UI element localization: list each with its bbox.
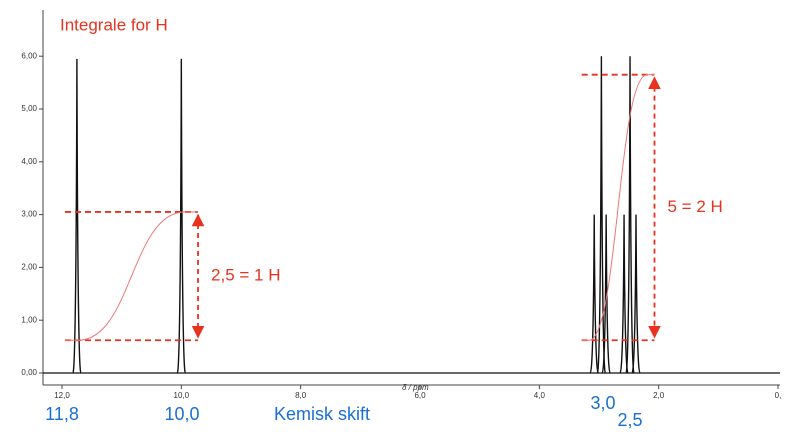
y-tick-label: 0,00: [21, 368, 37, 377]
shift-label: 3,0: [590, 393, 615, 413]
peak: [589, 214, 599, 374]
peak: [176, 58, 187, 374]
axis-caption: Kemisk skift: [274, 404, 370, 424]
integral-label: 5 = 2 H: [667, 197, 722, 216]
x-tick-label: 4,0: [534, 391, 546, 400]
y-tick-label: 5,00: [21, 104, 37, 113]
peak: [596, 56, 607, 374]
peak: [601, 214, 611, 374]
y-tick-label: 3,00: [21, 210, 37, 219]
shift-label: 10,0: [164, 404, 199, 424]
x-tick-label: 2,0: [653, 391, 665, 400]
peak: [625, 56, 635, 374]
peak: [72, 58, 82, 374]
shift-label: 11,8: [45, 404, 79, 424]
y-tick-label: 1,00: [21, 315, 37, 324]
y-tick-label: 4,00: [21, 157, 37, 166]
integral-label: 2,5 = 1 H: [211, 266, 280, 285]
integral-curve: [581, 74, 655, 341]
integral-curve: [64, 211, 199, 341]
x-tick-label: 8,0: [295, 391, 307, 400]
x-tick-label: 6,0: [414, 391, 426, 400]
y-tick-label: 2,00: [21, 263, 37, 272]
shift-label: 2,5: [617, 410, 642, 430]
x-tick-label: 12,0: [54, 391, 70, 400]
y-tick-label: 6,00: [21, 51, 37, 60]
chart-title: Integrale for H: [60, 15, 168, 34]
peak: [631, 214, 641, 374]
x-axis-label: δ / ppm: [402, 383, 429, 392]
x-tick-label: 10,0: [174, 391, 190, 400]
x-tick-label: 0,: [775, 391, 782, 400]
peak: [619, 214, 629, 374]
